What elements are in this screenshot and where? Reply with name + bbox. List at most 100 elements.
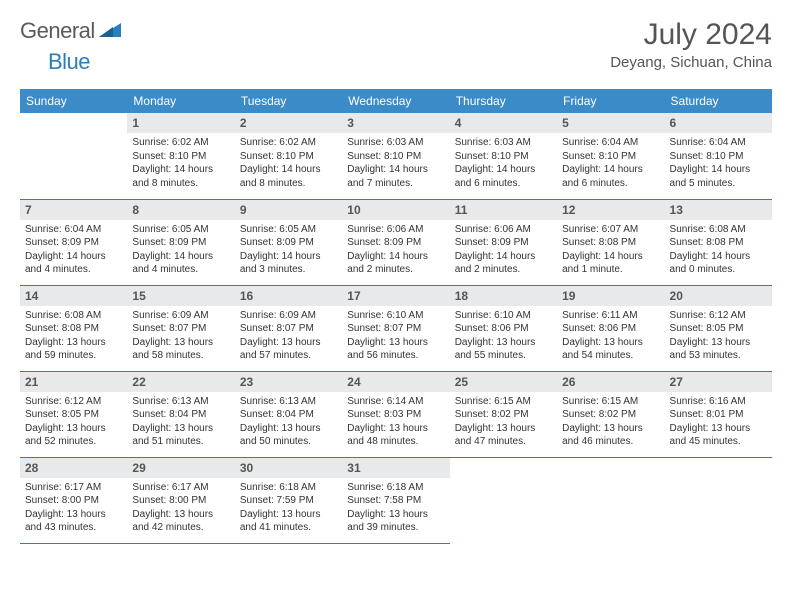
sunset-text: Sunset: 8:10 PM: [455, 150, 552, 164]
sunset-text: Sunset: 8:08 PM: [562, 236, 659, 250]
day-details: Sunrise: 6:07 AMSunset: 8:08 PMDaylight:…: [557, 220, 664, 282]
daylight-text: Daylight: 14 hours and 0 minutes.: [670, 250, 767, 277]
calendar-cell: 9Sunrise: 6:05 AMSunset: 8:09 PMDaylight…: [235, 199, 342, 285]
day-details: Sunrise: 6:04 AMSunset: 8:10 PMDaylight:…: [665, 133, 772, 195]
daylight-text: Daylight: 13 hours and 41 minutes.: [240, 508, 337, 535]
weekday-header: Saturday: [665, 89, 772, 113]
day-details: Sunrise: 6:09 AMSunset: 8:07 PMDaylight:…: [235, 306, 342, 368]
day-details: Sunrise: 6:04 AMSunset: 8:10 PMDaylight:…: [557, 133, 664, 195]
sunset-text: Sunset: 7:59 PM: [240, 494, 337, 508]
daylight-text: Daylight: 13 hours and 52 minutes.: [25, 422, 122, 449]
sunrise-text: Sunrise: 6:03 AM: [347, 136, 444, 150]
sunset-text: Sunset: 8:10 PM: [347, 150, 444, 164]
sunrise-text: Sunrise: 6:12 AM: [670, 309, 767, 323]
weekday-header: Sunday: [20, 89, 127, 113]
daylight-text: Daylight: 13 hours and 43 minutes.: [25, 508, 122, 535]
daylight-text: Daylight: 13 hours and 58 minutes.: [132, 336, 229, 363]
calendar-cell: 19Sunrise: 6:11 AMSunset: 8:06 PMDayligh…: [557, 285, 664, 371]
calendar-body: 1Sunrise: 6:02 AMSunset: 8:10 PMDaylight…: [20, 113, 772, 543]
calendar-cell: 17Sunrise: 6:10 AMSunset: 8:07 PMDayligh…: [342, 285, 449, 371]
sunrise-text: Sunrise: 6:18 AM: [347, 481, 444, 495]
sunrise-text: Sunrise: 6:14 AM: [347, 395, 444, 409]
daylight-text: Daylight: 14 hours and 1 minute.: [562, 250, 659, 277]
sunset-text: Sunset: 8:09 PM: [132, 236, 229, 250]
sunrise-text: Sunrise: 6:04 AM: [25, 223, 122, 237]
day-details: Sunrise: 6:13 AMSunset: 8:04 PMDaylight:…: [127, 392, 234, 454]
sunset-text: Sunset: 8:10 PM: [132, 150, 229, 164]
day-details: Sunrise: 6:15 AMSunset: 8:02 PMDaylight:…: [450, 392, 557, 454]
day-details: Sunrise: 6:18 AMSunset: 7:59 PMDaylight:…: [235, 478, 342, 540]
day-details: Sunrise: 6:02 AMSunset: 8:10 PMDaylight:…: [127, 133, 234, 195]
sunrise-text: Sunrise: 6:08 AM: [670, 223, 767, 237]
calendar-week-row: 14Sunrise: 6:08 AMSunset: 8:08 PMDayligh…: [20, 285, 772, 371]
sunrise-text: Sunrise: 6:10 AM: [347, 309, 444, 323]
sunrise-text: Sunrise: 6:13 AM: [132, 395, 229, 409]
day-number: 22: [127, 372, 234, 392]
calendar-cell: 23Sunrise: 6:13 AMSunset: 8:04 PMDayligh…: [235, 371, 342, 457]
daylight-text: Daylight: 13 hours and 48 minutes.: [347, 422, 444, 449]
day-number: 4: [450, 113, 557, 133]
sunrise-text: Sunrise: 6:11 AM: [562, 309, 659, 323]
day-number: 21: [20, 372, 127, 392]
day-details: Sunrise: 6:03 AMSunset: 8:10 PMDaylight:…: [450, 133, 557, 195]
sunset-text: Sunset: 8:09 PM: [455, 236, 552, 250]
sunrise-text: Sunrise: 6:05 AM: [240, 223, 337, 237]
sunrise-text: Sunrise: 6:16 AM: [670, 395, 767, 409]
sunrise-text: Sunrise: 6:06 AM: [455, 223, 552, 237]
calendar-cell: 5Sunrise: 6:04 AMSunset: 8:10 PMDaylight…: [557, 113, 664, 199]
daylight-text: Daylight: 14 hours and 5 minutes.: [670, 163, 767, 190]
daylight-text: Daylight: 14 hours and 4 minutes.: [25, 250, 122, 277]
daylight-text: Daylight: 13 hours and 51 minutes.: [132, 422, 229, 449]
calendar-cell: 4Sunrise: 6:03 AMSunset: 8:10 PMDaylight…: [450, 113, 557, 199]
sunset-text: Sunset: 8:10 PM: [670, 150, 767, 164]
weekday-header: Thursday: [450, 89, 557, 113]
day-number: 23: [235, 372, 342, 392]
calendar-cell: [450, 457, 557, 543]
day-details: Sunrise: 6:14 AMSunset: 8:03 PMDaylight:…: [342, 392, 449, 454]
day-details: Sunrise: 6:17 AMSunset: 8:00 PMDaylight:…: [127, 478, 234, 540]
sunrise-text: Sunrise: 6:10 AM: [455, 309, 552, 323]
calendar-cell: 11Sunrise: 6:06 AMSunset: 8:09 PMDayligh…: [450, 199, 557, 285]
daylight-text: Daylight: 14 hours and 3 minutes.: [240, 250, 337, 277]
day-number: 9: [235, 200, 342, 220]
sunrise-text: Sunrise: 6:06 AM: [347, 223, 444, 237]
daylight-text: Daylight: 13 hours and 59 minutes.: [25, 336, 122, 363]
day-number: 11: [450, 200, 557, 220]
day-number: 27: [665, 372, 772, 392]
day-number: 13: [665, 200, 772, 220]
sunrise-text: Sunrise: 6:04 AM: [562, 136, 659, 150]
calendar-cell: 20Sunrise: 6:12 AMSunset: 8:05 PMDayligh…: [665, 285, 772, 371]
calendar-cell: 15Sunrise: 6:09 AMSunset: 8:07 PMDayligh…: [127, 285, 234, 371]
calendar-week-row: 28Sunrise: 6:17 AMSunset: 8:00 PMDayligh…: [20, 457, 772, 543]
day-number: 16: [235, 286, 342, 306]
day-number: 26: [557, 372, 664, 392]
day-details: Sunrise: 6:18 AMSunset: 7:58 PMDaylight:…: [342, 478, 449, 540]
day-details: Sunrise: 6:03 AMSunset: 8:10 PMDaylight:…: [342, 133, 449, 195]
sunset-text: Sunset: 8:10 PM: [562, 150, 659, 164]
daylight-text: Daylight: 13 hours and 57 minutes.: [240, 336, 337, 363]
daylight-text: Daylight: 14 hours and 8 minutes.: [132, 163, 229, 190]
calendar-week-row: 7Sunrise: 6:04 AMSunset: 8:09 PMDaylight…: [20, 199, 772, 285]
day-details: Sunrise: 6:02 AMSunset: 8:10 PMDaylight:…: [235, 133, 342, 195]
day-number: 17: [342, 286, 449, 306]
calendar-cell: 12Sunrise: 6:07 AMSunset: 8:08 PMDayligh…: [557, 199, 664, 285]
weekday-header: Monday: [127, 89, 234, 113]
sunset-text: Sunset: 8:10 PM: [240, 150, 337, 164]
day-number: 24: [342, 372, 449, 392]
calendar-week-row: 21Sunrise: 6:12 AMSunset: 8:05 PMDayligh…: [20, 371, 772, 457]
daylight-text: Daylight: 14 hours and 6 minutes.: [455, 163, 552, 190]
sunset-text: Sunset: 8:04 PM: [240, 408, 337, 422]
calendar-header-row: SundayMondayTuesdayWednesdayThursdayFrid…: [20, 89, 772, 113]
weekday-header: Tuesday: [235, 89, 342, 113]
day-details: Sunrise: 6:04 AMSunset: 8:09 PMDaylight:…: [20, 220, 127, 282]
sunrise-text: Sunrise: 6:04 AM: [670, 136, 767, 150]
day-number: 2: [235, 113, 342, 133]
sunrise-text: Sunrise: 6:09 AM: [132, 309, 229, 323]
logo-text-a: General: [20, 18, 95, 44]
day-details: Sunrise: 6:10 AMSunset: 8:07 PMDaylight:…: [342, 306, 449, 368]
calendar-cell: 13Sunrise: 6:08 AMSunset: 8:08 PMDayligh…: [665, 199, 772, 285]
calendar-cell: 14Sunrise: 6:08 AMSunset: 8:08 PMDayligh…: [20, 285, 127, 371]
calendar-cell: 26Sunrise: 6:15 AMSunset: 8:02 PMDayligh…: [557, 371, 664, 457]
day-details: Sunrise: 6:16 AMSunset: 8:01 PMDaylight:…: [665, 392, 772, 454]
calendar-cell: 31Sunrise: 6:18 AMSunset: 7:58 PMDayligh…: [342, 457, 449, 543]
